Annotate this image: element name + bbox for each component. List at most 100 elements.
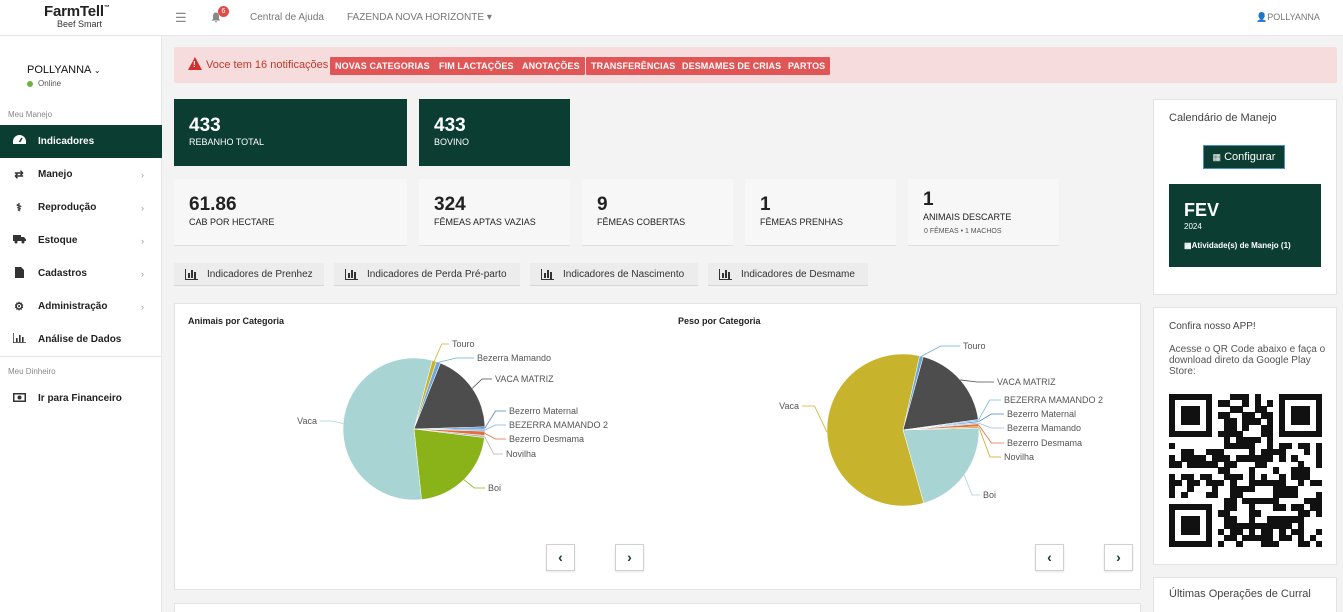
stat-card-bovino[interactable]: 433 BOVINO xyxy=(419,99,570,166)
qr-module xyxy=(1273,449,1280,456)
pie-slice-boi[interactable] xyxy=(902,427,980,504)
stat-card-rebanho-total[interactable]: 433 REBANHO TOTAL xyxy=(174,99,407,166)
qr-module xyxy=(1273,467,1280,474)
sidebar-user-menu[interactable]: POLLYANNA ⌄ xyxy=(27,64,101,76)
money-icon xyxy=(0,392,38,405)
pie-label: Bezerro Maternal xyxy=(509,406,578,416)
pie-slice-vaca-matriz[interactable] xyxy=(902,356,979,431)
tag-fim-lactacoes[interactable]: FIM LACTAÇÕES xyxy=(434,57,519,75)
stat-card-femeas-cobertas[interactable]: 9 FÊMEAS COBERTAS xyxy=(582,179,733,246)
configurar-button[interactable]: ▦ Configurar xyxy=(1203,145,1285,169)
stat-sublabel: 0 FÊMEAS • 1 MACHOS xyxy=(924,228,1002,235)
qr-module xyxy=(1217,528,1225,536)
pie-slice-vaca[interactable] xyxy=(826,353,925,507)
qr-module xyxy=(1297,467,1304,474)
pie-label: Novilha xyxy=(1004,452,1034,462)
indicadores-desmame-button[interactable]: Indicadores de Desmame xyxy=(708,263,868,286)
sidebar-item-reproducao[interactable]: ⚕ Reprodução › xyxy=(0,191,162,224)
qr-module xyxy=(1266,455,1274,462)
chart-next-button[interactable]: › xyxy=(615,544,644,571)
user-menu[interactable]: 👤POLLYANNA xyxy=(1256,12,1320,22)
brand-subtitle: Beef Smart xyxy=(57,19,103,29)
truck-icon xyxy=(0,234,38,247)
qr-module xyxy=(1279,485,1286,493)
qr-module xyxy=(1303,498,1311,505)
indicadores-perda-preparto-button[interactable]: Indicadores de Perda Pré-parto xyxy=(334,263,520,286)
pie-leader-line xyxy=(978,413,1004,423)
chart-prev-button-2[interactable]: ‹ xyxy=(1035,544,1064,571)
stat-value: 1 xyxy=(923,189,934,210)
qr-module xyxy=(1187,485,1194,493)
qr-module xyxy=(1273,491,1280,499)
qr-module xyxy=(1211,449,1219,456)
brand-logo[interactable]: FarmTell™ xyxy=(44,3,110,20)
stat-card-animais-descarte[interactable]: 1 ANIMAIS DESCARTE 0 FÊMEAS • 1 MACHOS xyxy=(908,179,1059,246)
qr-module xyxy=(1230,528,1237,536)
qr-module xyxy=(1217,510,1225,517)
qr-module xyxy=(1285,534,1292,542)
sidebar-item-financeiro[interactable]: Ir para Financeiro xyxy=(0,382,162,415)
help-center-link[interactable]: Central de Ajuda xyxy=(250,12,324,23)
qr-module xyxy=(1175,461,1182,468)
stat-label: FÊMEAS COBERTAS xyxy=(597,217,686,227)
qr-module xyxy=(1217,467,1225,474)
qr-module xyxy=(1175,479,1182,487)
last-operations-title: Últimas Operações de Curral xyxy=(1169,588,1311,600)
pie-slice-boi[interactable] xyxy=(413,428,485,500)
qr-module xyxy=(1181,449,1188,456)
bar-chart-icon xyxy=(345,268,358,280)
qr-module xyxy=(1260,540,1268,548)
qr-module xyxy=(1248,467,1255,474)
qr-module xyxy=(1205,491,1213,499)
qr-module xyxy=(1260,424,1268,431)
sidebar-item-administracao[interactable]: ⚙ Administração › xyxy=(0,290,162,323)
qr-module xyxy=(1309,498,1317,505)
qr-module xyxy=(1248,504,1255,511)
tag-novas-categorias[interactable]: NOVAS CATEGORIAS xyxy=(330,57,435,75)
menu-toggle-icon[interactable]: ☰ xyxy=(175,10,187,25)
qr-module xyxy=(1236,473,1243,480)
indicadores-prenhez-button[interactable]: Indicadores de Prenhez xyxy=(174,263,324,286)
sidebar-item-analise[interactable]: Análise de Dados xyxy=(0,323,162,356)
qr-module xyxy=(1291,467,1298,474)
qr-module xyxy=(1248,516,1255,523)
tag-desmames-de-crias[interactable]: DESMAMES DE CRIAS xyxy=(677,57,787,75)
calendar-month-card[interactable]: FEV 2024 ▦Atividade(s) de Manejo (1) xyxy=(1169,184,1321,267)
qr-module xyxy=(1217,479,1225,487)
qr-module xyxy=(1279,504,1286,511)
qr-module xyxy=(1291,485,1298,493)
stat-card-femeas-prenhas[interactable]: 1 FÊMEAS PRENHAS xyxy=(745,179,896,246)
sidebar-item-indicadores[interactable]: Indicadores xyxy=(0,125,162,158)
sidebar-item-cadastros[interactable]: Cadastros › xyxy=(0,257,162,290)
qr-module xyxy=(1285,516,1292,523)
tag-anotacoes[interactable]: ANOTAÇÕES xyxy=(517,57,585,75)
user-icon: 👤 xyxy=(1256,12,1268,22)
qr-module xyxy=(1254,406,1262,413)
qr-module xyxy=(1242,485,1249,493)
pie-chart-peso: Touro VACA MATRIZ BEZERRA MAMANDO 2 Bezerro… xyxy=(779,341,1103,507)
tag-partos[interactable]: PARTOS xyxy=(783,57,831,75)
sidebar-item-manejo[interactable]: ⇄ Manejo › xyxy=(0,158,162,191)
qr-finder xyxy=(1291,406,1310,425)
tag-transferencias[interactable]: TRANSFERÊNCIAS xyxy=(586,57,681,75)
sidebar-item-estoque[interactable]: Estoque › xyxy=(0,224,162,257)
qr-module xyxy=(1236,455,1243,462)
qr-module xyxy=(1297,479,1304,487)
chart-prev-button[interactable]: ‹ xyxy=(546,544,575,571)
stat-card-femeas-vazias[interactable]: 324 FÊMEAS APTAS VAZIAS xyxy=(419,179,570,246)
qr-module xyxy=(1248,436,1255,444)
chart-next-button-2[interactable]: › xyxy=(1104,544,1133,571)
qr-module xyxy=(1297,442,1304,450)
qr-module xyxy=(1169,461,1176,468)
qr-module xyxy=(1224,522,1231,529)
farm-selector[interactable]: FAZENDA NOVA HORIZONTE ▾ xyxy=(347,12,492,23)
pie-leader-line xyxy=(484,424,506,431)
qr-module xyxy=(1193,479,1200,487)
qr-code[interactable] xyxy=(1169,394,1323,549)
qr-module xyxy=(1309,534,1317,542)
pie-leader-line xyxy=(438,357,474,363)
qr-module xyxy=(1260,406,1268,413)
qr-module xyxy=(1230,442,1237,450)
qr-module xyxy=(1211,491,1219,499)
indicadores-nascimento-button[interactable]: Indicadores de Nascimento xyxy=(530,263,698,286)
